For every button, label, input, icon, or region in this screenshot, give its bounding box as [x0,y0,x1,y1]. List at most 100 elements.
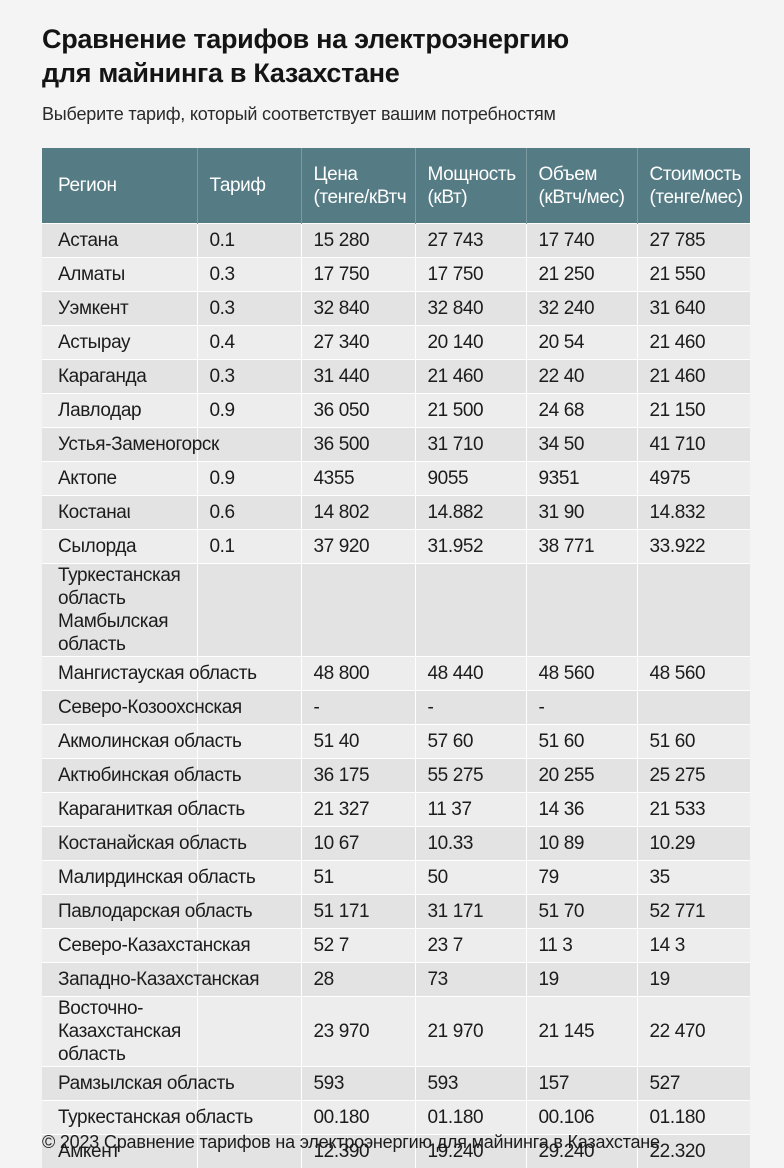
cell-tariff [196,724,301,759]
column-header-label: Тариф [209,175,267,196]
cell-volume [525,563,637,657]
cell-region: Акмолинская область [42,724,242,759]
cell-region: Сылорда [42,529,197,564]
cell-power: 21 500 [414,393,526,428]
cell-region: Караганда [42,359,197,394]
column-header-label: Мощность [427,163,517,185]
cell-region: Костанайская область [42,826,247,861]
table-row: Костанаι 0.6 14 802 14.882 31 90 14.832 [42,495,750,530]
table-row: Северо-Козоохснская - - - [42,690,750,725]
table-row: Акмолинская область 51 40 57 60 51 60 51 60 [42,724,750,759]
cell-region: Астырау [42,325,197,360]
cell-cost: 4975 [636,461,750,496]
cell-volume: 31 90 [525,495,637,530]
column-header-price: Цена (тенге/кВтч [300,148,415,224]
cell-tariff: 0.3 [196,359,301,394]
table-row: Восточно-Казахстанская область 23 970 21 9… [42,996,750,1067]
cell-cost: 21 550 [636,257,750,292]
cell-region: Малирдинская область [42,860,256,895]
cell-region: Устья-Заменогорск [42,427,219,462]
cell-price: 00.180 [300,1100,415,1135]
cell-region: Рамзылская область [42,1066,235,1101]
table-row: Караганиткая область 21 327 11 37 14 36 21 5… [42,792,750,827]
cell-volume: 14 36 [525,792,637,827]
column-header-unit: (тенге/мес) [649,186,744,208]
column-header-label: Стоимость [649,163,742,185]
cell-cost [636,690,750,725]
cell-tariff: 0.4 [196,325,301,360]
cell-cost: 27 785 [636,223,750,258]
cell-price: 37 920 [300,529,415,564]
cell-tariff [196,427,301,462]
cell-tariff [196,656,301,691]
cell-volume: 22 40 [525,359,637,394]
column-header-unit: (кВт) [427,186,468,208]
page-title-line-2: для майнинга в Казахстане [42,58,400,88]
cell-price: 14 802 [300,495,415,530]
page-title: Сравнение тарифов на электроэнергию для … [42,22,742,90]
table-row: Павлодарская область 51 171 31 171 51 70 52 … [42,894,750,929]
cell-cost: 41 710 [636,427,750,462]
cell-volume: 20 255 [525,758,637,793]
cell-cost: 48 560 [636,656,750,691]
cell-cost: 51 60 [636,724,750,759]
table-row: Северо-Казахстанская 52 7 23 7 11 3 14 3 [42,928,750,963]
cell-cost [636,563,750,657]
cell-region: Амкент [42,1134,197,1168]
column-header-cost: Стоимость (тенге/мес) [636,148,750,224]
cell-region: Туркестанская область [42,1100,253,1135]
cell-power: 21 970 [414,996,526,1067]
cell-tariff [196,758,301,793]
cell-cost: 21 460 [636,359,750,394]
cell-power: 50 [414,860,526,895]
cell-power: 17 750 [414,257,526,292]
cell-tariff [196,962,301,997]
cell-cost: 31 640 [636,291,750,326]
cell-region: Восточно-Казахстанская область [42,996,197,1067]
cell-tariff [196,690,301,725]
cell-cost: 10.29 [636,826,750,861]
cell-volume: 21 250 [525,257,637,292]
cell-region: Северо-Казахстанская [42,928,251,963]
cell-volume: 32 240 [525,291,637,326]
table-row: Алматы 0.3 17 750 17 750 21 250 21 550 [42,257,750,292]
cell-region: Караганиткая область [42,792,245,827]
cell-tariff [196,1066,301,1101]
column-header-label: Цена [313,163,358,185]
column-header-unit: (тенге/кВтч [313,186,407,208]
cell-power: 32 840 [414,291,526,326]
header-row: Регион Тариф Цена (тенге/кВтч Мощность (… [42,148,750,224]
cell-region: Актюбинская область [42,758,242,793]
table-row: Устья-Заменогорск 36 500 31 710 34 50 41 710 [42,427,750,462]
cell-power: 31 710 [414,427,526,462]
cell-price: 51 171 [300,894,415,929]
cell-tariff [196,563,301,657]
cell-price: 31 440 [300,359,415,394]
cell-cost: 21 460 [636,325,750,360]
cell-power: 55 275 [414,758,526,793]
cell-region: Алматы [42,257,197,292]
cell-price [300,563,415,657]
cell-power: - [414,690,526,725]
table-row: Караганда 0.3 31 440 21 460 22 40 21 460 [42,359,750,394]
cell-cost: 14.832 [636,495,750,530]
cell-price: 23 970 [300,996,415,1067]
cell-power: 19.240 [414,1134,526,1168]
cell-volume: 19 [525,962,637,997]
cell-region: Астана [42,223,197,258]
cell-tariff [196,792,301,827]
cell-power: 57 60 [414,724,526,759]
cell-power [414,563,526,657]
cell-tariff [196,894,301,929]
table-row: Уэмкент 0.3 32 840 32 840 32 240 31 640 [42,291,750,326]
cell-power: 31 171 [414,894,526,929]
cell-region: Западно-Казахстанская [42,962,259,997]
cell-volume: 157 [525,1066,637,1101]
column-header-unit: (кВтч/мес) [538,186,625,208]
cell-volume: - [525,690,637,725]
tariff-table-container: Регион Тариф Цена (тенге/кВтч Мощность (… [42,148,750,1168]
column-header-power: Мощность (кВт) [414,148,526,224]
cell-region: Костанаι [42,495,197,530]
table-row: Лавлодар 0.9 36 050 21 500 24 68 21 150 [42,393,750,428]
table-row: Актюбинская область 36 175 55 275 20 255 25 … [42,758,750,793]
